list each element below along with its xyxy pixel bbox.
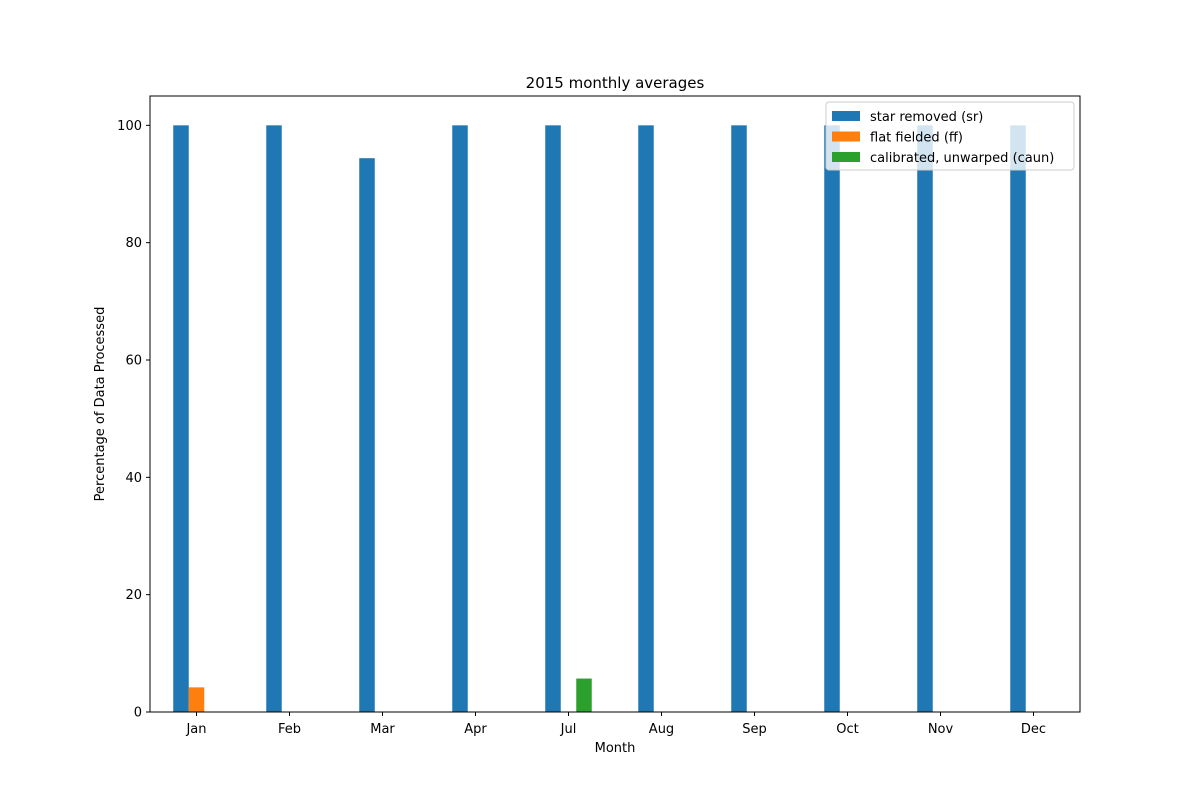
x-tick-label-dec: Dec — [1021, 722, 1046, 737]
x-tick-label-jul: Jul — [560, 722, 577, 737]
x-tick-label-oct: Oct — [836, 722, 858, 737]
bar-jan-series-1 — [173, 125, 189, 712]
x-tick-label-jan: Jan — [185, 722, 206, 737]
ticks: Jan Feb Mar Apr Jul Aug Sep Oct Nov Dec 0 20 40 60 80 1… — [117, 119, 1046, 737]
plot-area — [150, 96, 1080, 712]
bar-jan-series-2 — [188, 687, 205, 712]
y-axis-label: Percentage of Data Processed — [93, 307, 108, 502]
y-tick-label-40: 40 — [125, 471, 142, 486]
legend-swatch-3 — [832, 152, 860, 162]
legend-label-3: calibrated, unwarped (caun) — [870, 151, 1054, 166]
bars-layer — [173, 125, 1026, 712]
chart-title: 2015 monthly averages — [526, 74, 705, 92]
y-tick-label-60: 60 — [125, 354, 142, 369]
legend-swatch-2 — [832, 131, 860, 142]
x-tick-label-sep: Sep — [742, 722, 767, 737]
bar-dec-series-1 — [1010, 125, 1026, 712]
y-tick-label-100: 100 — [117, 119, 142, 134]
x-axis-label: Month — [595, 741, 636, 756]
y-tick-label-20: 20 — [125, 588, 142, 603]
bar-nov-series-1 — [917, 125, 933, 712]
y-tick-label-80: 80 — [125, 236, 142, 251]
x-tick-label-feb: Feb — [278, 722, 301, 737]
legend-box — [825, 101, 1075, 171]
bar-oct-series-1 — [824, 125, 840, 712]
y-tick-label-0: 0 — [134, 706, 142, 721]
legend: star removed (sr) flat fielded (ff) calibr… — [825, 101, 1075, 171]
x-tick-label-apr: Apr — [464, 722, 487, 737]
legend-label-1: star removed (sr) — [870, 110, 983, 125]
bar-jul-series-3 — [576, 678, 592, 712]
bar-feb-series-1 — [266, 125, 282, 712]
bar-aug-series-1 — [638, 125, 654, 712]
x-tick-label-mar: Mar — [370, 722, 395, 737]
axes-frame — [149, 95, 1081, 713]
bar-jul-series-1 — [545, 125, 561, 712]
legend-swatch-1 — [832, 111, 860, 121]
axes — [149, 95, 1081, 713]
bar-mar-series-1 — [359, 158, 375, 712]
bar-apr-series-1 — [452, 125, 468, 712]
bar-sep-series-1 — [731, 125, 747, 712]
legend-label-2: flat fielded (ff) — [870, 131, 963, 146]
x-tick-label-aug: Aug — [649, 722, 674, 737]
x-tick-label-nov: Nov — [928, 722, 954, 737]
